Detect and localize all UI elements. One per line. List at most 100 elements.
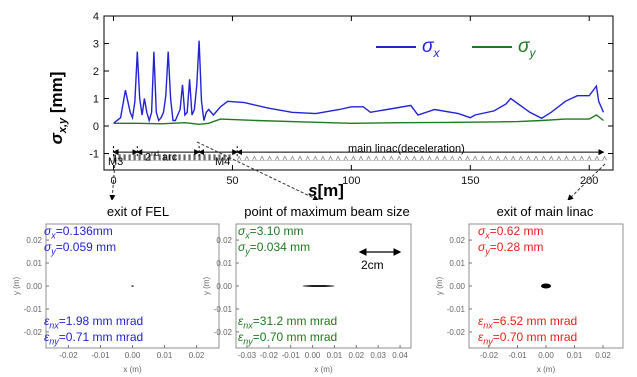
sigma-x-max: σx=3.10 mm [238, 224, 304, 241]
lattice-magnet [153, 154, 156, 161]
lattice-cavity [518, 155, 524, 161]
lattice-cavity [236, 155, 242, 161]
emit-x-linac: εnx=6.52 mm mrad [478, 314, 578, 331]
beam-spot [302, 285, 335, 287]
panel-y-tick-label: 0.00 [449, 282, 465, 291]
lattice-cavity [358, 155, 364, 161]
arrow-exit-fel [109, 149, 117, 200]
lattice-cavity [411, 155, 417, 161]
panel-y-tick-label: 0.00 [26, 282, 42, 291]
lattice-cavity [533, 155, 539, 161]
panel-x-tick-label: 0.01 [157, 351, 173, 360]
panel-y-tick-label: -0.01 [447, 305, 466, 314]
panel-x-tick-label: 0.00 [538, 351, 554, 360]
panel-x-tick-label: 0.01 [567, 351, 583, 360]
lattice-magnet [133, 154, 136, 161]
panel-x-label: x (m) [537, 365, 556, 374]
lattice-cavity [586, 155, 592, 161]
section-label-m3: M3 [108, 156, 124, 168]
lattice-magnet [113, 154, 116, 161]
lattice-cavity [290, 155, 295, 161]
legend-sx-label: σx [422, 36, 440, 60]
x-tick-label: 100 [342, 175, 360, 187]
panel-x-tick-label: 0.01 [327, 351, 343, 360]
lattice-cavity [419, 155, 425, 161]
lattice-cavity [427, 155, 432, 161]
lattice-cavity [244, 155, 250, 161]
panel-y-tick-label: -0.02 [24, 328, 43, 337]
arrow-max-beam [196, 141, 319, 200]
y-tick-label: 1 [93, 94, 99, 106]
panel-x-tick-label: 0.00 [305, 351, 321, 360]
lattice-magnet [138, 154, 141, 161]
lattice-cavity [404, 155, 409, 161]
lattice-magnet [158, 154, 161, 161]
lattice-cavity [373, 155, 379, 161]
emit-x-max: εnx=31.2 mm mrad [238, 314, 338, 331]
lattice-magnet [178, 154, 181, 161]
lattice-cavity [305, 155, 311, 161]
panel-y-tick-label: 0.01 [216, 259, 232, 268]
panel-x-tick-label: -0.02 [260, 351, 279, 360]
lattice-cavity [442, 155, 448, 161]
sigma-y-max: σy=0.034 mm [238, 240, 311, 257]
lattice-magnet [173, 154, 176, 161]
panel-x-tick-label: 0.03 [370, 351, 386, 360]
panel-x-tick-label: -0.01 [282, 351, 301, 360]
lattice-magnet [203, 154, 206, 161]
lattice-magnet [148, 154, 151, 161]
lattice-magnet [183, 154, 186, 161]
lattice-cavity [297, 155, 303, 161]
lattice-magnet [213, 154, 216, 161]
lattice-magnet [198, 154, 201, 161]
lattice-magnet [123, 154, 126, 161]
panel-x-label: x (m) [314, 365, 333, 374]
lattice-cavity [526, 155, 531, 161]
panel-y-tick-label: 0.02 [26, 236, 42, 245]
panel-x-tick-label: -0.02 [59, 351, 78, 360]
panel-y-tick-label: 0.00 [216, 282, 232, 291]
series-line-sigma-x [113, 40, 605, 124]
lattice-magnet [168, 154, 171, 161]
lattice-cavity [396, 155, 402, 161]
lattice-cavity [564, 155, 569, 161]
panel-x-tick-label: -0.03 [238, 351, 257, 360]
panel-x-tick-label: 0.04 [392, 351, 408, 360]
series-line-sigma-y [113, 114, 604, 126]
section-label-m4: M4 [215, 156, 231, 168]
panel-y-tick-label: -0.01 [214, 305, 233, 314]
panel-y-tick-label: 0.01 [26, 259, 42, 268]
panel-x-tick-label: 0.02 [595, 351, 611, 360]
lattice-cavity [541, 155, 546, 161]
beam-size-chart: -1 0 1 2 3 4 0 50 100 150 200 σx,y [mm] s[m] σx σ… [47, 11, 614, 200]
lattice-cavity [457, 155, 463, 161]
legend-sy-label: σy [518, 36, 536, 60]
lattice-magnet [163, 154, 166, 161]
lattice-cavity [335, 155, 341, 161]
panel-title-max-beam: point of maximum beam size [244, 204, 410, 219]
y-tick-label: 0 [93, 121, 99, 133]
y-axis: -1 0 1 2 3 4 [89, 11, 613, 161]
lattice-cavity [556, 155, 562, 161]
panel-y-label: y (m) [435, 277, 444, 296]
arrow-exit-linac [567, 163, 606, 200]
lattice-magnet [143, 154, 146, 161]
y-tick-label: 3 [93, 39, 99, 51]
lattice-magnet [208, 154, 211, 161]
lattice-cavity [381, 155, 387, 161]
panel-x-tick-label: -0.01 [91, 351, 110, 360]
lattice-cavity [510, 155, 516, 161]
emit-x-fel: εnx=1.98 mm mrad [44, 314, 144, 331]
lattice-cavity [579, 155, 585, 161]
pointer-arrows [109, 141, 606, 200]
y-tick-label: 4 [93, 11, 99, 23]
x-tick-label: 150 [461, 175, 479, 187]
panel-y-tick-label: -0.02 [214, 328, 233, 337]
lattice-elements [108, 154, 607, 161]
lattice-cavity [312, 155, 318, 161]
x-tick-label: 200 [580, 175, 598, 187]
lattice-cavity [366, 155, 371, 161]
lattice-cavity [351, 155, 356, 161]
panel-y-tick-label: 0.02 [449, 236, 465, 245]
section-label-main-linac: main linac(deceleration) [348, 143, 465, 155]
